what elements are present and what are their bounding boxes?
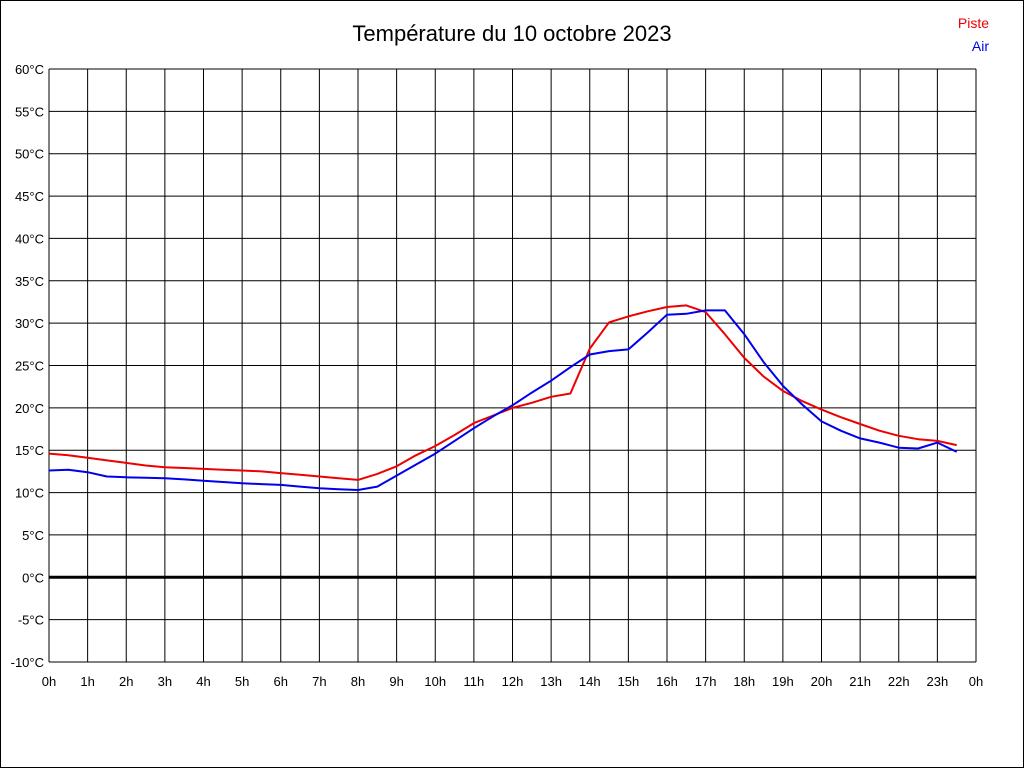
legend-air-label: Air <box>971 38 989 54</box>
x-axis-tick-label: 14h <box>579 674 601 689</box>
x-axis-tick-label: 7h <box>312 674 326 689</box>
y-axis-tick-label: 60°C <box>15 62 44 77</box>
x-axis-tick-label: 2h <box>119 674 133 689</box>
legend-piste-label: Piste <box>957 15 989 31</box>
legend: Piste Air <box>958 12 989 58</box>
y-axis-tick-label: 45°C <box>15 189 44 204</box>
x-axis-tick-label: 21h <box>849 674 871 689</box>
air-series-line <box>48 309 958 491</box>
x-axis-tick-label: 11h <box>464 674 485 689</box>
legend-item-air: Air <box>958 35 989 58</box>
x-axis-tick-label: 19h <box>772 674 794 689</box>
x-axis-tick-label: 17h <box>695 674 717 689</box>
x-axis-tick-label: 18h <box>733 674 755 689</box>
y-axis-tick-label: 15°C <box>15 443 44 458</box>
y-axis-tick-label: 50°C <box>15 147 44 162</box>
x-axis-tick-label: 15h <box>618 674 640 689</box>
legend-item-piste: Piste <box>958 12 989 35</box>
y-axis-tick-label: 20°C <box>15 401 44 416</box>
x-axis-tick-label: 9h <box>389 674 403 689</box>
x-axis-tick-label: 8h <box>351 674 365 689</box>
piste-series-line <box>48 304 957 481</box>
y-axis-tick-label: 5°C <box>22 528 44 543</box>
x-axis-tick-label: 3h <box>158 674 172 689</box>
y-axis-tick-label: 25°C <box>15 359 44 374</box>
y-axis-tick-label: -5°C <box>18 613 44 628</box>
x-axis-tick-label: 23h <box>927 674 949 689</box>
x-axis-tick-label: 0h <box>42 674 56 689</box>
chart-title: Température du 10 octobre 2023 <box>352 21 672 46</box>
y-axis-tick-label: 30°C <box>15 316 44 331</box>
y-axis-tick-label: 35°C <box>15 274 44 289</box>
y-axis-tick-label: 55°C <box>15 104 44 119</box>
y-axis-tick-label: 0°C <box>22 570 44 585</box>
x-axis-tick-label: 10h <box>424 674 446 689</box>
x-axis-tick-label: 5h <box>235 674 249 689</box>
y-axis-tick-label: 40°C <box>15 231 44 246</box>
x-axis-tick-label: 16h <box>656 674 678 689</box>
y-axis-tick-label: -10°C <box>11 655 44 670</box>
x-axis-tick-label: 0h <box>969 674 983 689</box>
x-axis-tick-label: 1h <box>80 674 94 689</box>
x-axis-tick-label: 6h <box>274 674 288 689</box>
x-axis-tick-label: 20h <box>811 674 833 689</box>
x-axis-tick-label: 13h <box>540 674 562 689</box>
x-axis-tick-label: 4h <box>196 674 210 689</box>
x-axis-tick-label: 22h <box>888 674 910 689</box>
y-axis-tick-label: 10°C <box>15 486 44 501</box>
x-axis-tick-label: 12h <box>502 674 524 689</box>
